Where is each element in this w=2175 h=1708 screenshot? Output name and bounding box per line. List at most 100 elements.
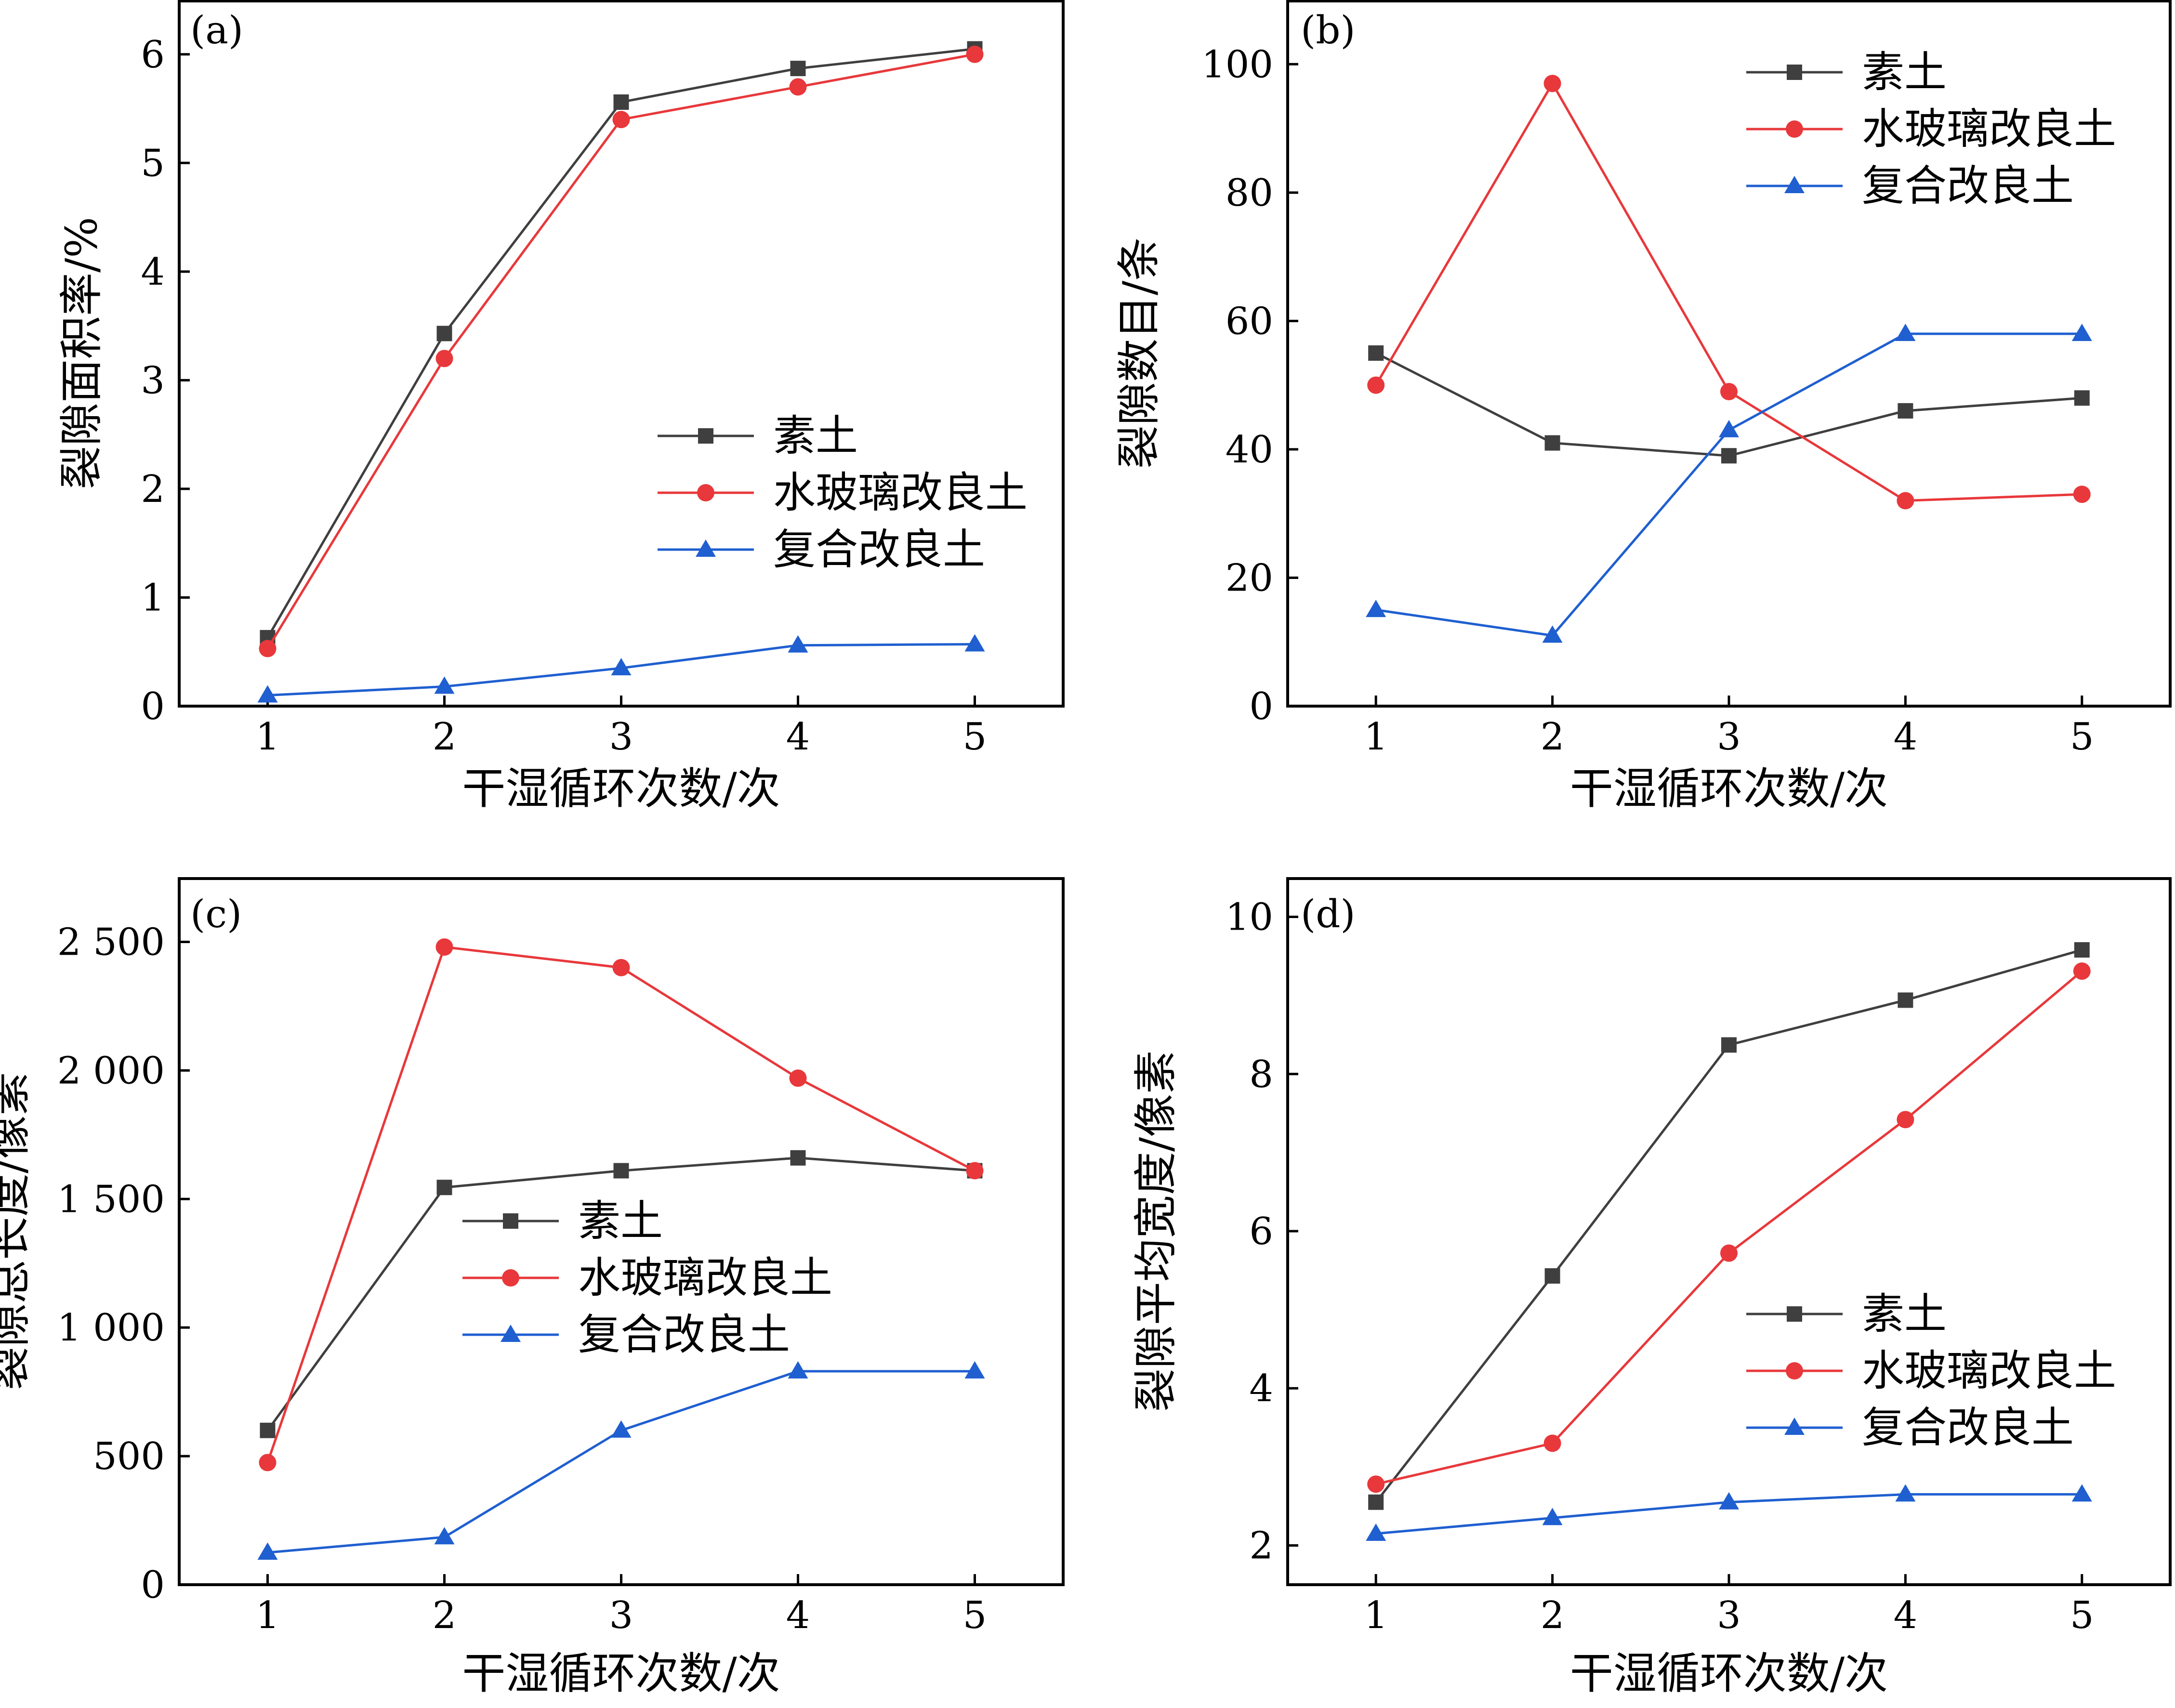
data-point-plain_soil — [1544, 1268, 1560, 1284]
legend-label-composite_soil: 复合改良土 — [578, 1310, 790, 1359]
x-tick-label: 5 — [963, 1594, 987, 1637]
data-point-composite_soil — [611, 1420, 632, 1438]
data-point-composite_soil — [257, 685, 278, 703]
data-point-plain_soil — [790, 61, 806, 77]
x-tick-label: 3 — [1717, 1594, 1741, 1637]
data-point-plain_soil — [2074, 942, 2090, 958]
panel-label: (d) — [1301, 892, 1356, 936]
y-tick-label: 4 — [1249, 1367, 1273, 1410]
legend-marker-plain_soil — [503, 1213, 518, 1229]
y-tick-label: 2 500 — [57, 920, 165, 964]
data-point-composite_soil — [788, 1361, 808, 1379]
data-point-plain_soil — [1368, 1494, 1384, 1510]
data-point-water_glass_soil — [435, 938, 453, 956]
data-point-water_glass_soil — [612, 959, 630, 976]
y-tick-label: 0 — [1249, 685, 1273, 728]
x-tick-label: 2 — [433, 715, 457, 759]
legend-label-composite_soil: 复合改良土 — [1862, 1403, 2074, 1452]
legend-label-plain_soil: 素土 — [1862, 1289, 1947, 1339]
x-axis-title: 干湿循环次数/次 — [1570, 1648, 1888, 1699]
data-point-plain_soil — [436, 326, 452, 342]
x-axis-title: 干湿循环次数/次 — [1570, 763, 1888, 814]
chart-panel-2: (b) 0 20 40 60 80 100 1 2 3 4 5 干湿循环次数/次 裂隙数目/条 素土水玻璃改… — [1114, 0, 2172, 814]
data-point-composite_soil — [257, 1542, 278, 1560]
y-tick-label: 4 — [141, 250, 165, 294]
data-point-composite_soil — [1895, 1484, 1916, 1502]
legend-marker-plain_soil — [1787, 65, 1802, 80]
x-axis-title: 干湿循环次数/次 — [462, 763, 780, 814]
x-tick-label: 3 — [1717, 715, 1741, 759]
panel-label: (c) — [190, 892, 242, 936]
panel-label: (b) — [1301, 8, 1356, 53]
x-axis-title: 干湿循环次数/次 — [462, 1648, 780, 1699]
x-tick-label: 2 — [1541, 1594, 1565, 1637]
legend-marker-composite_soil — [696, 539, 716, 557]
y-tick-label: 40 — [1226, 428, 1273, 472]
y-axis-title: 裂隙总长度/像素 — [0, 1072, 35, 1390]
data-point-composite_soil — [1542, 1508, 1563, 1525]
data-point-water_glass_soil — [1897, 492, 1914, 510]
y-axis-title: 裂隙数目/条 — [1114, 237, 1164, 469]
data-point-plain_soil — [790, 1150, 806, 1166]
data-point-composite_soil — [434, 676, 455, 694]
data-point-water_glass_soil — [435, 350, 453, 368]
legend-label-plain_soil: 素土 — [578, 1196, 663, 1246]
x-tick-label: 1 — [256, 1594, 280, 1637]
x-tick-label: 4 — [786, 715, 810, 759]
data-point-water_glass_soil — [1543, 75, 1561, 92]
plot-frame — [1286, 877, 2172, 1586]
data-point-water_glass_soil — [1720, 382, 1738, 400]
data-point-water_glass_soil — [1367, 376, 1385, 394]
legend-marker-composite_soil — [501, 1325, 521, 1342]
y-tick-label: 20 — [1226, 556, 1273, 600]
data-point-water_glass_soil — [789, 1069, 807, 1087]
y-tick-label: 80 — [1226, 171, 1273, 215]
data-point-water_glass_soil — [612, 111, 630, 129]
y-tick-label: 100 — [1201, 43, 1273, 86]
data-point-plain_soil — [260, 1422, 276, 1438]
data-point-water_glass_soil — [2073, 486, 2091, 503]
data-point-composite_soil — [611, 658, 632, 676]
legend-marker-water_glass_soil — [697, 484, 714, 501]
y-tick-label: 1 500 — [57, 1178, 165, 1221]
data-point-plain_soil — [1544, 435, 1560, 451]
x-tick-label: 2 — [433, 1594, 457, 1637]
y-tick-label: 3 — [141, 359, 165, 402]
legend-marker-water_glass_soil — [1786, 1362, 1803, 1380]
y-tick-label: 8 — [1249, 1053, 1273, 1096]
data-point-water_glass_soil — [1720, 1244, 1738, 1262]
data-point-water_glass_soil — [1367, 1475, 1385, 1493]
legend-label-composite_soil: 复合改良土 — [773, 525, 985, 574]
legend-marker-composite_soil — [1784, 1418, 1805, 1435]
data-point-composite_soil — [1895, 324, 1916, 342]
series-line-plain_soil — [1375, 352, 2082, 457]
y-tick-label: 1 — [141, 576, 165, 619]
chart-panel-3: (c) 0 500 1 000 1 500 2 000 2 500 1 2 3 4 5 干湿循环次数/次… — [0, 877, 1065, 1699]
y-tick-label: 500 — [93, 1435, 165, 1478]
legend-label-composite_soil: 复合改良土 — [1862, 161, 2074, 210]
data-point-plain_soil — [1721, 448, 1737, 464]
y-tick-label: 6 — [1249, 1210, 1273, 1253]
data-point-plain_soil — [436, 1180, 452, 1196]
legend-label-water_glass_soil: 水玻璃改良土 — [1862, 1346, 2116, 1395]
data-point-water_glass_soil — [2073, 962, 2091, 980]
data-point-composite_soil — [1719, 420, 1739, 437]
panel-label: (a) — [190, 8, 243, 53]
data-point-composite_soil — [2071, 324, 2092, 342]
legend-label-plain_soil: 素土 — [773, 411, 858, 460]
legend-marker-composite_soil — [1784, 176, 1805, 193]
data-point-water_glass_soil — [966, 1162, 984, 1180]
series-line-composite_soil — [267, 1370, 975, 1554]
y-tick-label: 5 — [141, 142, 165, 185]
data-point-plain_soil — [1368, 345, 1384, 361]
data-point-composite_soil — [1542, 625, 1563, 643]
data-point-composite_soil — [2071, 1484, 2092, 1502]
legend-label-water_glass_soil: 水玻璃改良土 — [773, 468, 1028, 517]
x-tick-label: 3 — [609, 1594, 633, 1637]
